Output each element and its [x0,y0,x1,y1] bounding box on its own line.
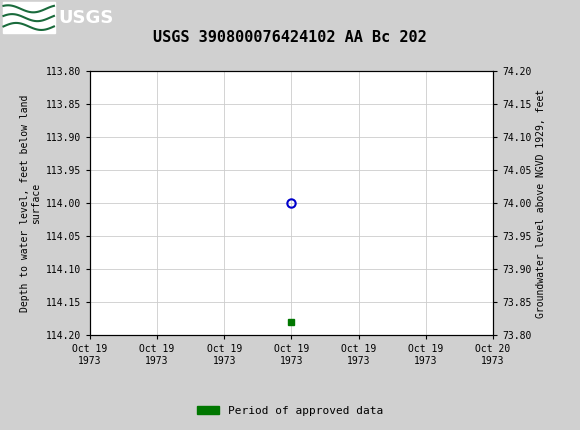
Y-axis label: Groundwater level above NGVD 1929, feet: Groundwater level above NGVD 1929, feet [535,89,546,318]
Y-axis label: Depth to water level, feet below land
surface: Depth to water level, feet below land su… [20,95,41,312]
Text: USGS: USGS [58,9,113,27]
Text: USGS 390800076424102 AA Bc 202: USGS 390800076424102 AA Bc 202 [153,30,427,45]
Legend: Period of approved data: Period of approved data [193,401,387,420]
FancyBboxPatch shape [3,2,55,34]
